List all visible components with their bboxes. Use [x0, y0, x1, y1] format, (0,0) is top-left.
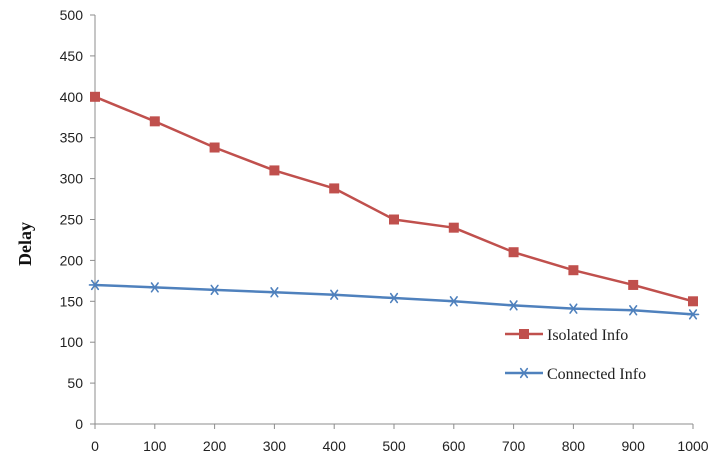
x-tick-label: 1000	[677, 438, 708, 454]
data-point-isolated-info	[688, 296, 698, 307]
y-tick-label: 50	[67, 375, 83, 391]
series-isolated-info	[90, 91, 698, 307]
data-point-connected-info-stroke	[330, 289, 339, 300]
data-point-connected-info	[327, 289, 341, 300]
data-point-connected-info-stroke	[210, 284, 219, 296]
x-tick-label: 800	[562, 438, 586, 454]
x-tick-label: 700	[502, 438, 526, 454]
data-point-connected-info	[507, 300, 520, 311]
data-point-isolated-info	[628, 279, 639, 290]
legend-marker-connected-info-stroke	[519, 367, 529, 379]
data-point-connected-info	[686, 309, 700, 320]
series-connected-info	[88, 279, 700, 320]
series-line-isolated-info	[94, 95, 694, 303]
x-tick-label: 900	[622, 438, 646, 454]
data-point-connected-info	[208, 284, 221, 296]
x-tick-label: 300	[263, 438, 287, 454]
y-tick-label: 250	[60, 212, 84, 228]
data-point-connected-info	[88, 279, 102, 291]
legend: Isolated Info Connected Info	[505, 327, 646, 383]
legend-label-isolated-info: Isolated Info	[547, 327, 628, 344]
legend-item-isolated-info: Isolated Info	[505, 327, 628, 344]
data-point-connected-info-stroke	[569, 303, 578, 314]
data-point-connected-info-stroke	[509, 300, 518, 311]
data-point-isolated-info	[329, 183, 340, 194]
y-tick-label: 0	[75, 416, 83, 432]
y-tick-label: 500	[60, 7, 84, 23]
data-point-connected-info-stroke	[150, 282, 159, 293]
y-tick-label: 450	[60, 48, 84, 64]
data-point-connected-info	[268, 287, 281, 298]
data-point-isolated-info	[209, 142, 220, 153]
data-point-connected-info-stroke	[629, 305, 638, 316]
data-point-connected-info-stroke	[688, 309, 698, 320]
data-point-connected-info	[148, 282, 162, 293]
data-point-connected-info	[567, 303, 580, 314]
series-layer	[88, 91, 700, 320]
y-tick-label: 150	[60, 293, 84, 309]
y-tick-label: 300	[60, 171, 84, 187]
y-tick-label: 400	[60, 89, 84, 105]
x-tick-label: 500	[382, 438, 406, 454]
series-line-connected-info	[94, 283, 694, 316]
axes: 0 50 100 150 200 250 300 350 400 450 500 0 100 200 300…	[60, 7, 709, 454]
data-point-isolated-info	[389, 214, 399, 225]
data-point-connected-info	[626, 305, 640, 316]
data-point-connected-info-stroke	[270, 287, 279, 298]
data-point-isolated-info	[448, 222, 459, 233]
x-tick-label: 0	[91, 438, 99, 454]
legend-marker-isolated-info	[519, 329, 529, 339]
data-point-isolated-info	[508, 247, 519, 258]
data-point-connected-info	[387, 292, 401, 304]
x-tick-label: 100	[143, 438, 167, 454]
legend-item-connected-info: Connected Info	[505, 366, 646, 383]
data-point-isolated-info	[90, 91, 100, 102]
data-point-isolated-info	[269, 165, 280, 176]
data-point-connected-info	[447, 296, 461, 307]
legend-label-connected-info: Connected Info	[547, 366, 646, 383]
data-point-isolated-info	[568, 265, 579, 276]
x-tick-label: 400	[323, 438, 347, 454]
x-tick-label: 600	[442, 438, 466, 454]
data-point-isolated-info	[149, 116, 160, 127]
data-point-connected-info-stroke	[389, 292, 399, 304]
data-point-connected-info-stroke	[90, 279, 100, 291]
y-tick-label: 350	[60, 130, 84, 146]
x-tick-label: 200	[203, 438, 227, 454]
legend-marker-connected-info	[517, 367, 531, 379]
y-tick-label: 100	[60, 334, 84, 350]
data-point-connected-info-stroke	[449, 296, 458, 307]
y-axis-label: Delay	[15, 222, 35, 266]
y-tick-label: 200	[60, 252, 84, 268]
